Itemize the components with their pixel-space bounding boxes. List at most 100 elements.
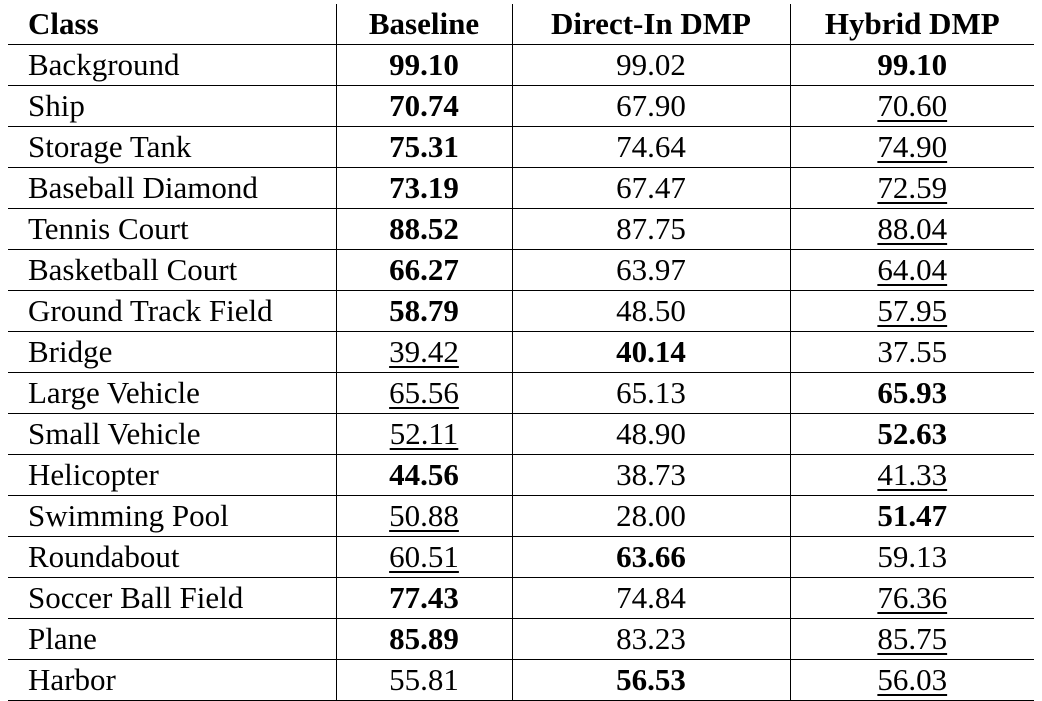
class-name-cell: Tennis Court	[8, 208, 336, 250]
baseline-value-cell: 65.56	[335, 372, 512, 414]
hybrid-dmp-value: 88.04	[877, 211, 948, 246]
direct-in-dmp-value-cell: 65.13	[511, 372, 790, 414]
table-row: Small Vehicle 52.11 48.90 52.63	[8, 413, 1034, 455]
direct-in-dmp-value-cell: 48.50	[511, 290, 790, 332]
baseline-value-cell: 44.56	[335, 454, 512, 496]
table-row: Plane 85.89 83.23 85.75	[8, 618, 1034, 660]
class-name-cell: Harbor	[8, 659, 336, 701]
direct-in-dmp-value-cell: 28.00	[511, 495, 790, 537]
table-row: Harbor 55.81 56.53 56.03	[8, 659, 1034, 701]
hybrid-dmp-value: 70.60	[877, 88, 948, 123]
direct-in-dmp-value: 40.14	[616, 334, 686, 369]
class-name-cell: Plane	[8, 618, 336, 660]
class-name-cell: Bridge	[8, 331, 336, 373]
baseline-value-cell: 60.51	[335, 536, 512, 578]
hybrid-dmp-value-cell: 76.36	[789, 577, 1034, 619]
hybrid-dmp-value-cell: 99.10	[789, 44, 1034, 86]
hybrid-dmp-value-cell: 65.93	[789, 372, 1034, 414]
direct-in-dmp-value-cell: 67.90	[511, 85, 790, 127]
direct-in-dmp-value-cell: 56.53	[511, 659, 790, 701]
baseline-value: 52.11	[389, 416, 459, 451]
table-row: Background 99.10 99.02 99.10	[8, 44, 1034, 86]
table-row: Ship 70.74 67.90 70.60	[8, 85, 1034, 127]
direct-in-dmp-value-cell: 74.84	[511, 577, 790, 619]
direct-in-dmp-value-cell: 83.23	[511, 618, 790, 660]
direct-in-dmp-value-cell: 74.64	[511, 126, 790, 168]
direct-in-dmp-value: 74.84	[616, 580, 686, 615]
direct-in-dmp-value: 74.64	[616, 129, 686, 164]
hybrid-dmp-value-cell: 88.04	[789, 208, 1034, 250]
class-name-cell: Background	[8, 44, 336, 86]
baseline-value: 39.42	[389, 334, 459, 369]
direct-in-dmp-value: 87.75	[616, 211, 686, 246]
class-name-cell: Helicopter	[8, 454, 336, 496]
baseline-value-cell: 73.19	[335, 167, 512, 209]
direct-in-dmp-value-cell: 67.47	[511, 167, 790, 209]
hybrid-dmp-value: 51.47	[877, 498, 948, 533]
header-hybrid-dmp: Hybrid DMP	[789, 4, 1034, 45]
table-row: Ground Track Field 58.79 48.50 57.95	[8, 290, 1034, 332]
baseline-value: 99.10	[389, 47, 459, 82]
hybrid-dmp-value: 59.13	[877, 539, 948, 574]
baseline-value: 44.56	[389, 457, 459, 492]
header-direct-in-dmp: Direct-In DMP	[511, 4, 790, 45]
hybrid-dmp-value-cell: 37.55	[789, 331, 1034, 373]
table-row: Helicopter 44.56 38.73 41.33	[8, 454, 1034, 496]
baseline-value-cell: 66.27	[335, 249, 512, 291]
direct-in-dmp-value: 38.73	[616, 457, 686, 492]
baseline-value: 66.27	[389, 252, 459, 287]
hybrid-dmp-value-cell: 85.75	[789, 618, 1034, 660]
header-baseline: Baseline	[335, 4, 512, 45]
table-row: Soccer Ball Field 77.43 74.84 76.36	[8, 577, 1034, 619]
direct-in-dmp-value-cell: 63.97	[511, 249, 790, 291]
direct-in-dmp-value: 63.97	[616, 252, 686, 287]
baseline-value: 73.19	[389, 170, 459, 205]
hybrid-dmp-value: 37.55	[877, 334, 948, 369]
direct-in-dmp-value: 67.47	[616, 170, 686, 205]
direct-in-dmp-value: 48.90	[616, 416, 686, 451]
baseline-value: 60.51	[389, 539, 459, 574]
baseline-value: 58.79	[389, 293, 459, 328]
table-row: Swimming Pool 50.88 28.00 51.47	[8, 495, 1034, 537]
class-name-cell: Large Vehicle	[8, 372, 336, 414]
table-header: Class Baseline Direct-In DMP Hybrid DMP	[8, 4, 1034, 45]
table-row: Roundabout 60.51 63.66 59.13	[8, 536, 1034, 578]
hybrid-dmp-value-cell: 56.03	[789, 659, 1034, 701]
hybrid-dmp-value: 52.63	[877, 416, 948, 451]
baseline-value-cell: 77.43	[335, 577, 512, 619]
baseline-value: 85.89	[389, 621, 459, 656]
table-row: Bridge 39.42 40.14 37.55	[8, 331, 1034, 373]
baseline-value-cell: 88.52	[335, 208, 512, 250]
baseline-value: 55.81	[389, 662, 459, 697]
hybrid-dmp-value: 99.10	[877, 47, 948, 82]
hybrid-dmp-value: 72.59	[877, 170, 948, 205]
class-name-cell: Ground Track Field	[8, 290, 336, 332]
hybrid-dmp-value-cell: 64.04	[789, 249, 1034, 291]
header-row: Class Baseline Direct-In DMP Hybrid DMP	[8, 4, 1034, 45]
direct-in-dmp-value-cell: 48.90	[511, 413, 790, 455]
hybrid-dmp-value: 56.03	[877, 662, 948, 697]
direct-in-dmp-value: 67.90	[616, 88, 686, 123]
table-row: Storage Tank 75.31 74.64 74.90	[8, 126, 1034, 168]
class-name-cell: Small Vehicle	[8, 413, 336, 455]
direct-in-dmp-value: 83.23	[616, 621, 686, 656]
hybrid-dmp-value-cell: 72.59	[789, 167, 1034, 209]
per-class-results-table: Class Baseline Direct-In DMP Hybrid DMP …	[8, 4, 1034, 701]
baseline-value: 70.74	[389, 88, 459, 123]
hybrid-dmp-value: 76.36	[877, 580, 948, 615]
hybrid-dmp-value-cell: 41.33	[789, 454, 1034, 496]
direct-in-dmp-value-cell: 99.02	[511, 44, 790, 86]
hybrid-dmp-value: 57.95	[877, 293, 948, 328]
class-name-cell: Ship	[8, 85, 336, 127]
direct-in-dmp-value: 48.50	[616, 293, 686, 328]
class-name-cell: Soccer Ball Field	[8, 577, 336, 619]
hybrid-dmp-value-cell: 70.60	[789, 85, 1034, 127]
direct-in-dmp-value: 28.00	[616, 498, 686, 533]
class-name-cell: Roundabout	[8, 536, 336, 578]
class-name-cell: Storage Tank	[8, 126, 336, 168]
direct-in-dmp-value: 99.02	[616, 47, 686, 82]
hybrid-dmp-value-cell: 51.47	[789, 495, 1034, 537]
direct-in-dmp-value-cell: 87.75	[511, 208, 790, 250]
baseline-value-cell: 55.81	[335, 659, 512, 701]
